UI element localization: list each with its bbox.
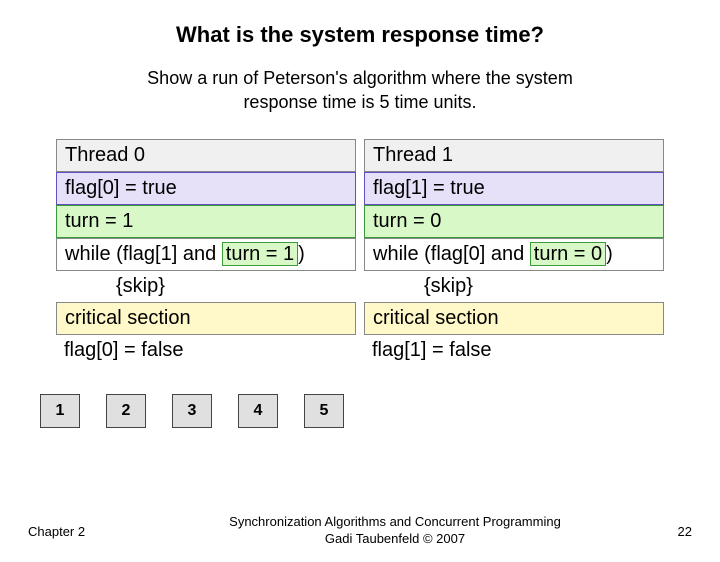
time-box: 1 <box>40 394 80 428</box>
thread-1-turn: turn = 0 <box>364 205 664 238</box>
thread-1-flag: flag[1] = true <box>364 172 664 205</box>
thread-0-reset: flag[0] = false <box>56 335 356 366</box>
footer-page: 22 <box>640 524 720 539</box>
time-box: 4 <box>238 394 278 428</box>
subtitle: Show a run of Peterson's algorithm where… <box>130 66 590 115</box>
thread-1-header: Thread 1 <box>364 139 664 172</box>
timeline: 1 2 3 4 5 <box>40 394 720 428</box>
while-post: ) <box>606 243 613 265</box>
footer-chapter: Chapter 2 <box>0 524 150 539</box>
page-title: What is the system response time? <box>0 22 720 48</box>
thread-1-skip: {skip} <box>364 271 664 302</box>
thread-1-reset: flag[1] = false <box>364 335 664 366</box>
thread-0-skip: {skip} <box>56 271 356 302</box>
while-pre: while (flag[1] and <box>65 243 222 265</box>
thread-0-cs: critical section <box>56 302 356 335</box>
time-box: 5 <box>304 394 344 428</box>
thread-1-while: while (flag[0] and turn = 0) <box>364 238 664 271</box>
code-columns: Thread 0 flag[0] = true turn = 1 while (… <box>0 139 720 366</box>
while-highlight: turn = 0 <box>530 242 606 266</box>
footer-line1: Synchronization Algorithms and Concurren… <box>229 514 561 529</box>
footer-attribution: Synchronization Algorithms and Concurren… <box>150 514 640 548</box>
thread-0-while: while (flag[1] and turn = 1) <box>56 238 356 271</box>
while-highlight: turn = 1 <box>222 242 298 266</box>
thread-0-turn: turn = 1 <box>56 205 356 238</box>
time-box: 2 <box>106 394 146 428</box>
thread-1-cs: critical section <box>364 302 664 335</box>
footer: Chapter 2 Synchronization Algorithms and… <box>0 514 720 548</box>
thread-1-column: Thread 1 flag[1] = true turn = 0 while (… <box>364 139 664 366</box>
thread-0-flag: flag[0] = true <box>56 172 356 205</box>
thread-0-header: Thread 0 <box>56 139 356 172</box>
time-box: 3 <box>172 394 212 428</box>
while-pre: while (flag[0] and <box>373 243 530 265</box>
footer-line2: Gadi Taubenfeld © 2007 <box>325 531 465 546</box>
thread-0-column: Thread 0 flag[0] = true turn = 1 while (… <box>56 139 356 366</box>
while-post: ) <box>298 243 305 265</box>
